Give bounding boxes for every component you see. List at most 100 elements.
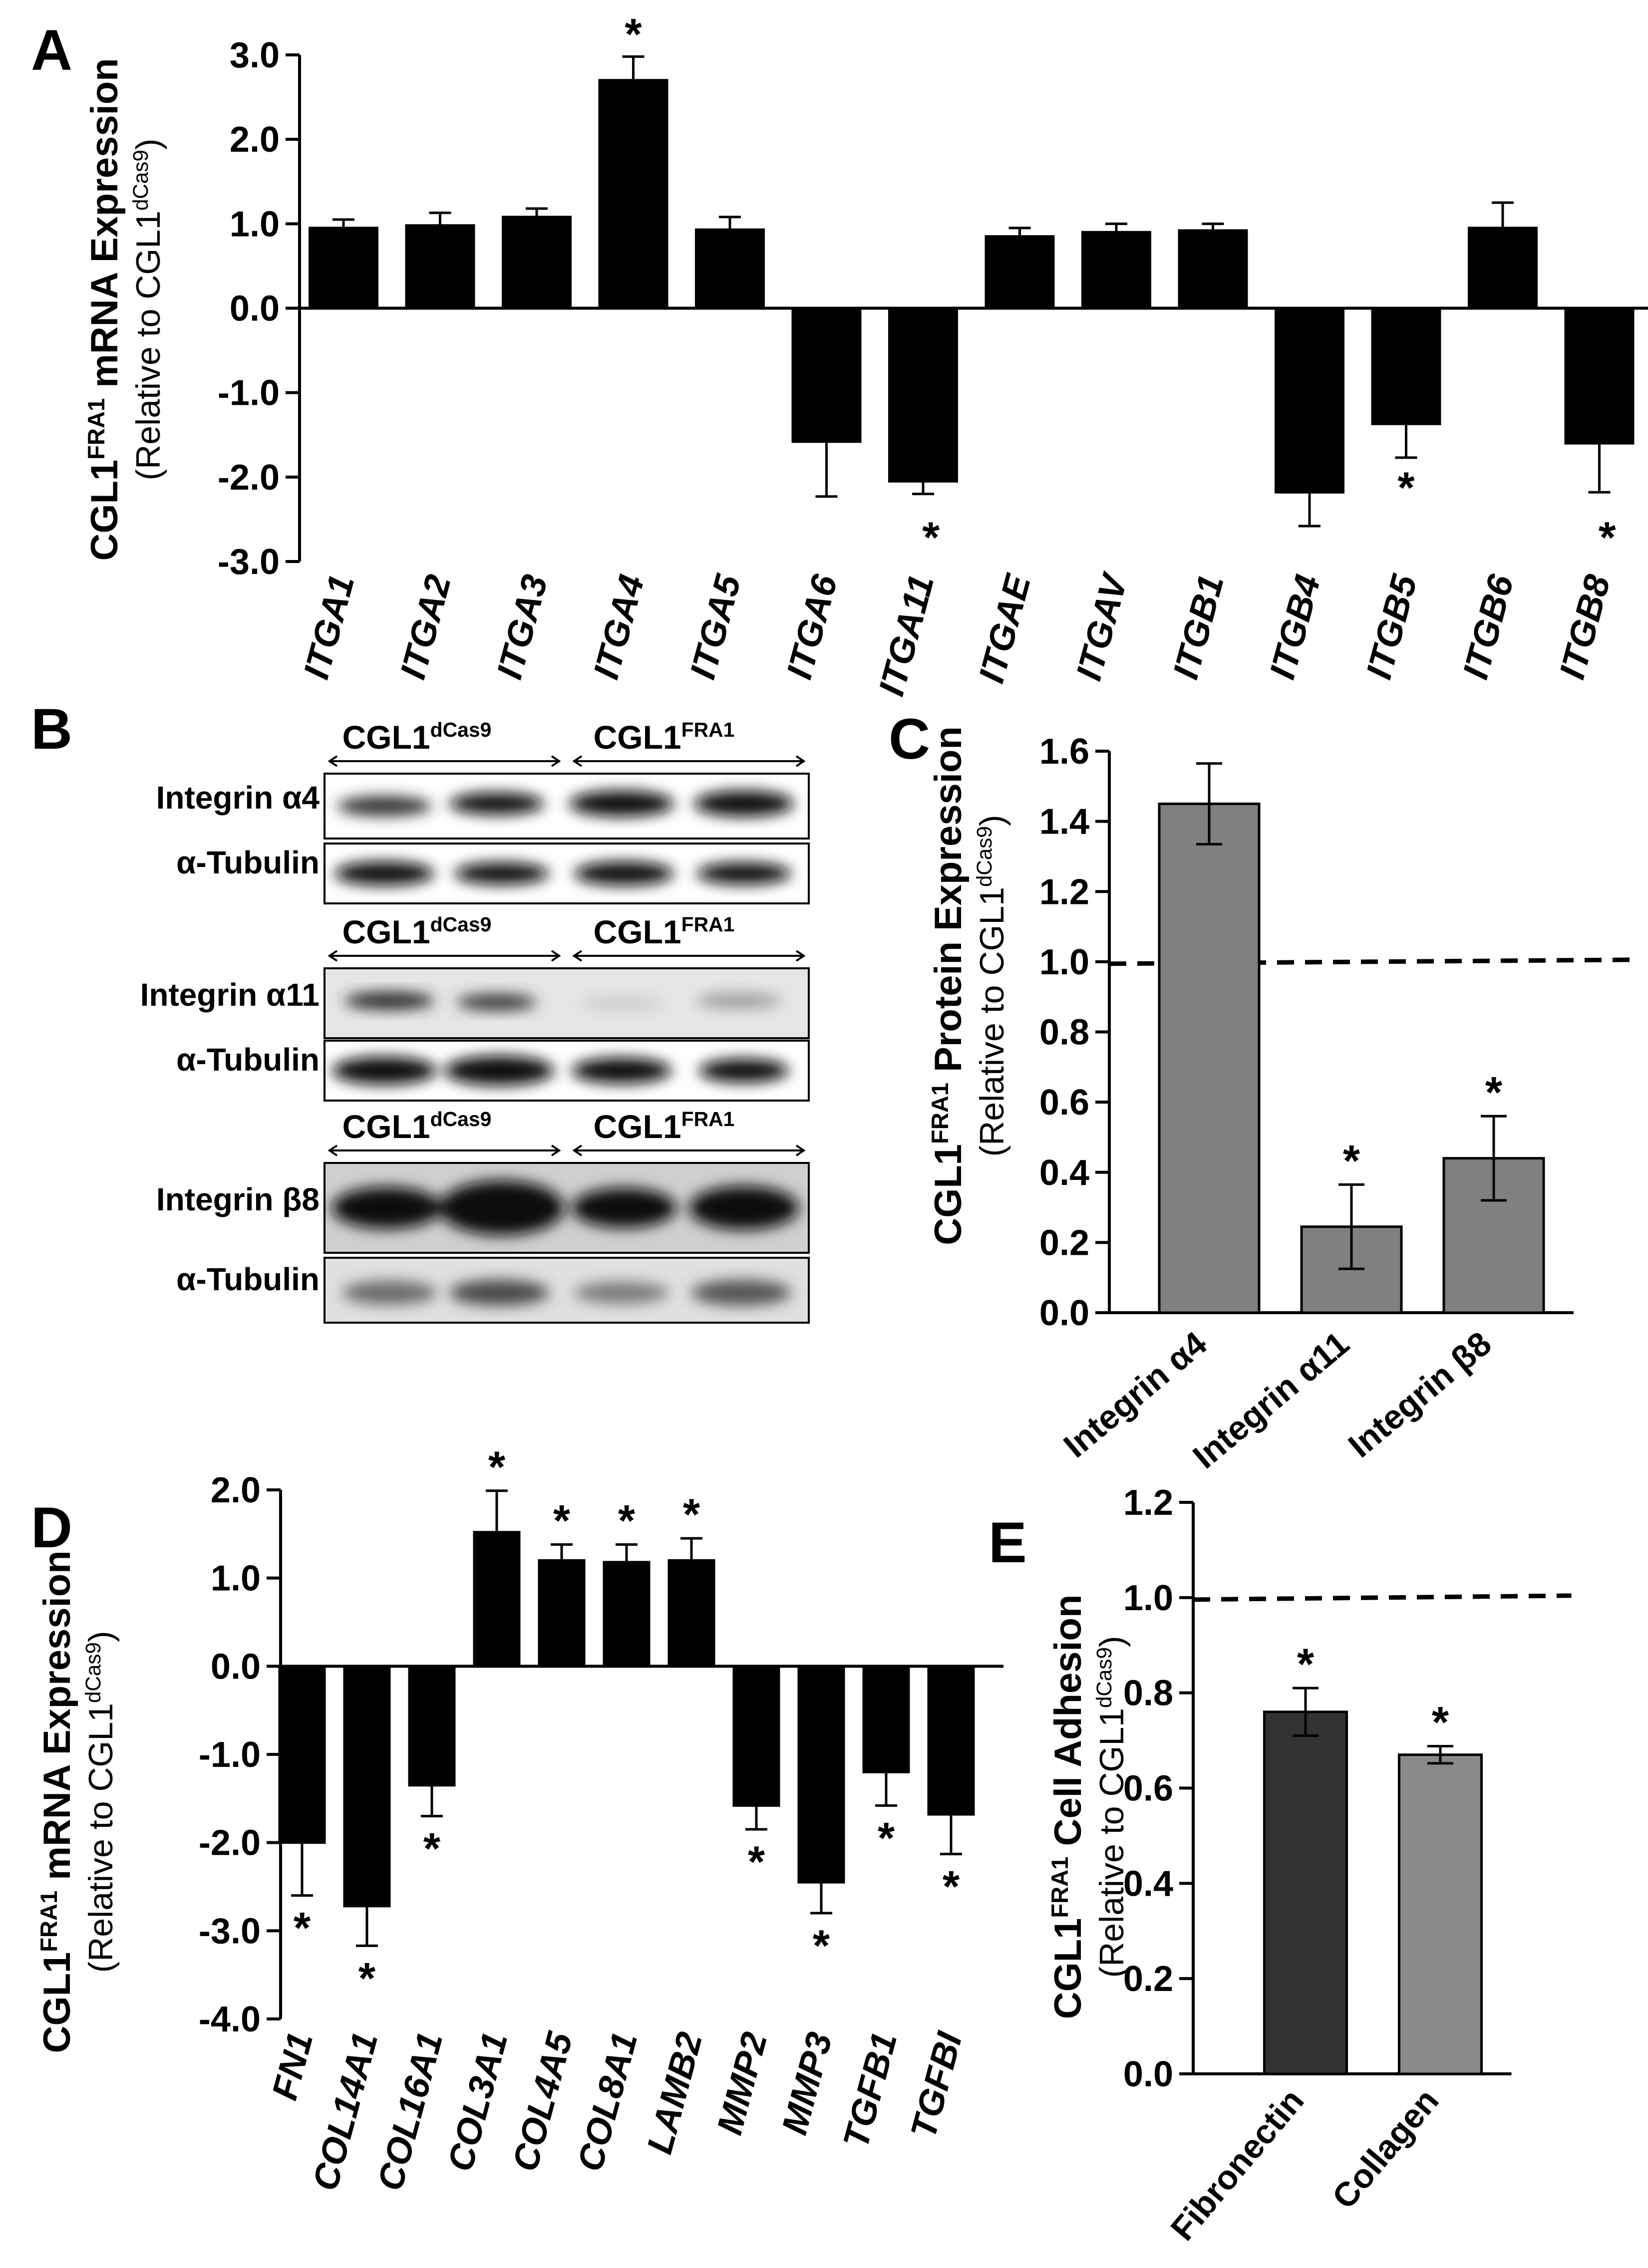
panel-c-ytick-label: 0.8 — [1039, 1013, 1089, 1053]
blot-group-1: CGL1dCas9 CGL1FRA1 Integrin α4 α-Tubulin — [156, 718, 810, 904]
panel-letter-d: D — [31, 1496, 72, 1560]
svg-text:CGL1FRA1 mRNA Expression: CGL1FRA1 mRNA Expression — [83, 58, 126, 561]
panel-a-category-label: ITGB5 — [1359, 570, 1425, 683]
blot-group-2-left-label: CGL1dCas9 — [342, 913, 492, 950]
blot-loading-label-3: α-Tubulin — [176, 1261, 320, 1297]
panel-c-ytick-label: 1.2 — [1039, 872, 1089, 912]
panel-a-significance-marker: * — [1588, 517, 1640, 547]
panel-a-bar — [405, 224, 475, 310]
panel-d-bar — [797, 1665, 845, 1884]
panel-a-ytick-label: 0.0 — [230, 289, 280, 329]
chart-panel-d: 2.01.00.0-1.0-2.0-3.0-4.0*FN1*COL14A1*CO… — [199, 1442, 1003, 2195]
blot-bands-tubulin-3 — [342, 1280, 791, 1306]
panel-e-category-label: Fibronectin — [1163, 2082, 1311, 2248]
panel-d-ylabel: CGL1FRA1 mRNA Expression (Relative to CG… — [35, 1550, 120, 2053]
panel-d-bar — [538, 1559, 586, 1668]
blot-group-1-brackets — [328, 755, 806, 767]
panel-d-category-label: COL3A1 — [440, 2028, 516, 2175]
panel-d-ytick-label: -3.0 — [199, 1911, 261, 1951]
panel-d-significance-marker: * — [813, 1921, 830, 1970]
blot-group-1-left-label: CGL1dCas9 — [342, 718, 492, 756]
panel-c-category-label: Integrin β8 — [1341, 1324, 1499, 1465]
panel-e-ytick-label: 0.4 — [1123, 1864, 1173, 1904]
panel-a-category-label: ITGAV — [1069, 568, 1136, 685]
panel-d-category-label: MMP3 — [774, 2028, 840, 2139]
panel-d-category-label: COL4A5 — [505, 2028, 581, 2176]
panel-d-bar — [927, 1665, 975, 1816]
panel-a-category-label: ITGA6 — [779, 570, 845, 683]
panel-a-ytick-label: -3.0 — [218, 542, 280, 582]
panel-c-ytick-label: 0.4 — [1039, 1153, 1089, 1193]
blot-group-2-right-label: CGL1FRA1 — [594, 913, 735, 950]
panel-d-significance-marker: * — [488, 1442, 506, 1491]
panel-d-bar — [732, 1665, 780, 1807]
svg-text:CGL1FRA1 Cell Adhesion: CGL1FRA1 Cell Adhesion — [1046, 1595, 1089, 2019]
panel-d-bar — [603, 1561, 651, 1668]
panel-e-ytick-label: 0.2 — [1123, 1959, 1173, 1999]
panel-a-bar — [1468, 227, 1538, 309]
blot-target-label-3: Integrin β8 — [156, 1181, 320, 1217]
panel-d-category-label: FN1 — [265, 2028, 321, 2104]
panel-a-bar — [1178, 229, 1248, 309]
panel-d-category-label: COL16A1 — [370, 2028, 450, 2195]
panel-a-bar — [1081, 231, 1151, 309]
panel-a-ytick-label: -2.0 — [218, 458, 280, 498]
panel-d-ytick-label: -2.0 — [199, 1823, 261, 1863]
panel-a-significance-marker: * — [1397, 463, 1415, 512]
panel-e-reference-line — [1193, 1593, 1572, 1602]
chart-panel-e: 1.2 1.0 0.8 0.6 0.4 0.2 0.0 * Fibronectin * Collag… — [1123, 1483, 1572, 2248]
panel-d-bar — [667, 1559, 715, 1668]
chart-panel-a: 3.0 2.0 1.0 0.0 -1.0 -2.0 -3.0 ITGA1 ITGA2 ITGA3 *… — [218, 9, 1648, 700]
blot-target-label-2: Integrin α11 — [140, 977, 320, 1013]
panel-c-significance-marker: * — [1343, 1135, 1360, 1185]
panel-e-ytick-label: 1.2 — [1123, 1483, 1173, 1523]
panel-c-ylabel: CGL1FRA1 Protein Expression (Relative to… — [927, 726, 1011, 1245]
blot-group-3: CGL1dCas9 CGL1FRA1 Integrin β8 α-Tubulin — [156, 1108, 810, 1324]
blot-bands-integrin-b8 — [332, 1180, 799, 1235]
panel-d-ytick-label: 2.0 — [211, 1470, 261, 1510]
panel-d-significance-marker: * — [748, 1837, 765, 1886]
panel-d-category-label: LAMB2 — [640, 2028, 710, 2158]
panel-d-ytick-label: 0.0 — [211, 1647, 261, 1687]
panel-c-category-label: Integrin α11 — [1186, 1324, 1356, 1476]
panel-c-ytick-label: 1.0 — [1039, 942, 1089, 982]
svg-text:(Relative to CGL1dCas9): (Relative to CGL1dCas9) — [1092, 1636, 1131, 1978]
panel-d-bar — [343, 1665, 391, 1908]
panel-d-significance-marker: * — [294, 1903, 311, 1953]
blot-group-3-left-label: CGL1dCas9 — [342, 1108, 492, 1145]
panel-d-category-label: TGFB1 — [836, 2028, 905, 2152]
blot-group-2-brackets — [328, 950, 806, 962]
panel-d-category-label: MMP2 — [709, 2028, 775, 2139]
panel-a-category-label: ITGA2 — [393, 570, 459, 683]
panel-d-significance-marker: * — [423, 1824, 441, 1873]
panel-c-bar — [1158, 802, 1261, 1314]
panel-e-significance-marker: * — [1297, 1639, 1315, 1689]
svg-text:(Relative to CGL1dCas9): (Relative to CGL1dCas9) — [129, 139, 167, 481]
panel-a-bar — [888, 307, 958, 483]
blot-loading-label-1: α-Tubulin — [176, 845, 320, 880]
panel-c-significance-marker: * — [1485, 1067, 1503, 1117]
panel-d-bar — [408, 1665, 456, 1787]
svg-text:CGL1FRA1 Protein Expression: CGL1FRA1 Protein Expression — [927, 726, 970, 1245]
panel-a-significance-marker: * — [912, 517, 964, 547]
panel-e-ytick-label: 0.0 — [1123, 2054, 1173, 2094]
panel-a-ytick-label: 2.0 — [230, 120, 280, 160]
panel-a-category-label: ITGA1 — [296, 570, 362, 683]
panel-a-bar — [1371, 307, 1441, 425]
panel-d-bar — [862, 1665, 910, 1773]
panel-a-category-label: ITGA5 — [682, 570, 748, 683]
panel-c-ytick-label: 1.6 — [1039, 732, 1089, 772]
panel-c-ytick-label: 0.6 — [1039, 1083, 1089, 1123]
panel-d-significance-marker: * — [618, 1496, 636, 1545]
panel-d-ytick-label: 1.0 — [211, 1559, 261, 1599]
svg-text:(Relative to CGL1dCas9): (Relative to CGL1dCas9) — [973, 815, 1011, 1157]
blot-loading-label-2: α-Tubulin — [176, 1042, 320, 1078]
panel-e-ytick-label: 0.8 — [1123, 1674, 1173, 1713]
panel-d-category-label: COL8A1 — [570, 2028, 646, 2175]
panel-e-category-label: Collagen — [1325, 2082, 1446, 2216]
panel-a-bar — [1275, 307, 1344, 494]
panel-a-ylabel: CGL1FRA1 mRNA Expression (Relative to CG… — [83, 58, 167, 561]
panel-letter-c: C — [889, 707, 930, 771]
panel-a-category-label: ITGB1 — [1166, 570, 1232, 683]
